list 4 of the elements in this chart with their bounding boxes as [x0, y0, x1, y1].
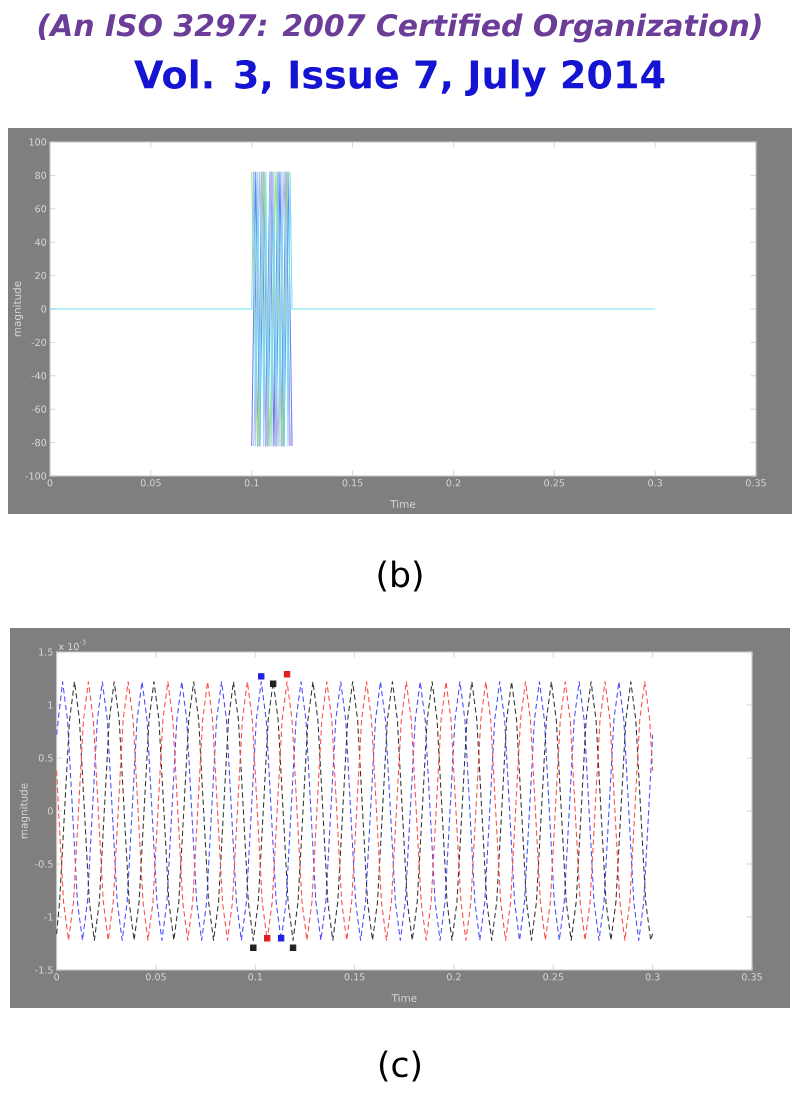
text: (b): [378, 560, 422, 592]
text: (c): [379, 1050, 421, 1082]
text: Vol. 3, Issue 7, July 2014: [134, 59, 665, 97]
text: (An ISO 3297: 2007 Certified Organization): [38, 13, 761, 43]
